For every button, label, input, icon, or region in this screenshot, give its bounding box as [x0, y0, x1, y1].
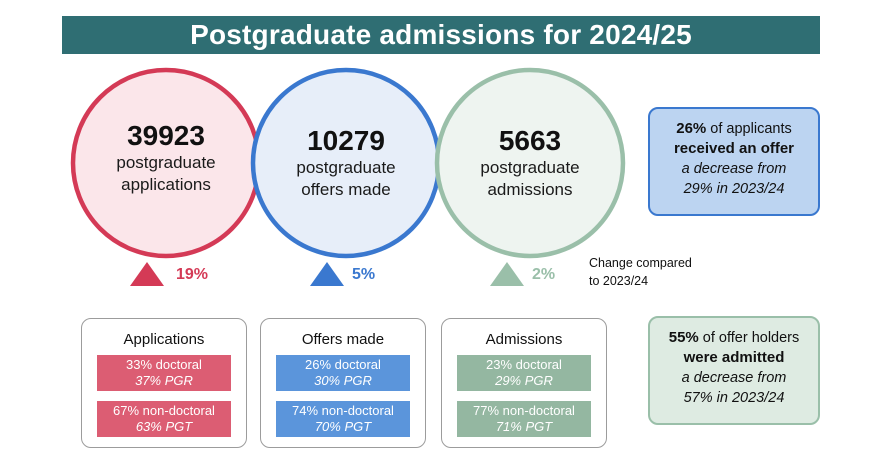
applications-stage: 39923 postgraduate applications [81, 120, 251, 196]
applications-change: 19% [176, 266, 209, 283]
offer-rate-note-1: a decrease from [681, 161, 787, 177]
applications-doctoral: 33% doctoral [126, 357, 202, 372]
admit-rate-note-2: 57% in 2023/24 [683, 390, 785, 406]
offers-label-2: offers made [301, 180, 391, 199]
admit-rate-text: of offer holders [698, 330, 800, 346]
offers-value: 10279 [307, 125, 385, 156]
offers-doctoral: 26% doctoral [305, 357, 381, 372]
offer-rate-bold: received an offer [673, 140, 795, 157]
admissions-non-doctoral: 77% non-doctoral [473, 403, 575, 418]
applications-non-doctoral-pill: 67% non-doctoral 63% PGT [97, 401, 231, 437]
applications-non-doctoral: 67% non-doctoral [113, 403, 215, 418]
offer-rate-note-2: 29% in 2023/24 [683, 181, 785, 197]
offers-doctoral-pill: 26% doctoral 30% PGR [276, 355, 410, 391]
applications-doctoral-pill: 33% doctoral 37% PGR [97, 355, 231, 391]
offers-breakdown: Offers made 26% doctoral 30% PGR 74% non… [260, 318, 426, 448]
applications-breakdown-title: Applications [123, 331, 205, 348]
offers-change: 5% [352, 266, 376, 283]
admit-rate-pct: 55% [668, 329, 699, 346]
admissions-label-1: postgraduate [480, 158, 580, 177]
applications-change-up-icon [130, 262, 164, 286]
change-note: Change compared to 2023/24 [589, 254, 692, 290]
offers-breakdown-title: Offers made [301, 331, 385, 348]
admissions-change-up-icon [490, 262, 524, 286]
admit-rate-bold: were admitted [683, 349, 785, 366]
admit-rate-box: 55% of offer holders were admitted a dec… [648, 316, 820, 425]
applications-pgr: 37% PGR [135, 373, 193, 388]
admissions-pgr: 29% PGR [495, 373, 553, 388]
offers-non-doctoral: 74% non-doctoral [292, 403, 394, 418]
admissions-pgt: 71% PGT [495, 419, 553, 434]
admissions-label-2: admissions [487, 180, 573, 199]
admissions-change: 2% [532, 266, 556, 283]
offers-change-up-icon [310, 262, 344, 286]
applications-breakdown: Applications 33% doctoral 37% PGR 67% no… [81, 318, 247, 448]
offers-label-1: postgraduate [296, 158, 396, 177]
offers-pgt: 70% PGT [314, 419, 372, 434]
offer-rate-box: 26% of applicants received an offer a de… [648, 107, 820, 216]
admissions-breakdown: Admissions 23% doctoral 29% PGR 77% non-… [441, 318, 607, 448]
admissions-stage: 5663 postgraduate admissions [445, 125, 615, 201]
applications-pgt: 63% PGT [135, 419, 193, 434]
admissions-doctoral-pill: 23% doctoral 29% PGR [457, 355, 591, 391]
admissions-non-doctoral-pill: 77% non-doctoral 71% PGT [457, 401, 591, 437]
offer-rate-text: of applicants [706, 121, 792, 137]
change-note-line-2: to 2023/24 [589, 274, 649, 288]
applications-label-1: postgraduate [116, 153, 216, 172]
offer-rate-pct: 26% [676, 120, 707, 137]
page-title: Postgraduate admissions for 2024/25 [62, 16, 820, 54]
admissions-doctoral: 23% doctoral [486, 357, 562, 372]
admissions-circle [434, 67, 626, 259]
admissions-value: 5663 [498, 125, 562, 156]
offers-non-doctoral-pill: 74% non-doctoral 70% PGT [276, 401, 410, 437]
admissions-breakdown-title: Admissions [485, 331, 563, 348]
offers-pgr: 30% PGR [314, 373, 372, 388]
change-note-line-1: Change compared [589, 256, 692, 270]
offers-stage: 10279 postgraduate offers made [261, 125, 431, 201]
admit-rate-note-1: a decrease from [681, 370, 787, 386]
applications-label-2: applications [121, 175, 211, 194]
applications-value: 39923 [127, 120, 205, 151]
